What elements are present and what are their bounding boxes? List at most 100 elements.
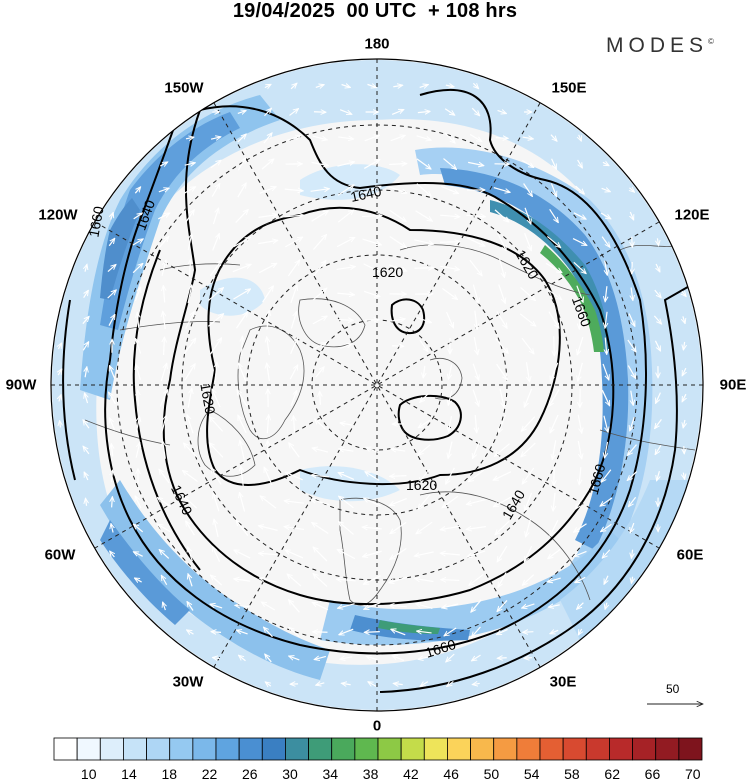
colorbar-swatch: [285, 737, 309, 761]
colorbar-label: 42: [403, 766, 419, 782]
wind-vector-arrow: [239, 492, 246, 512]
contour-label: 1660: [85, 205, 106, 239]
wind-vector-arrow: [466, 215, 485, 216]
wind-vector-arrow: [310, 189, 330, 192]
wind-vector-arrow: [522, 467, 535, 484]
wind-vector-arrow: [444, 627, 457, 636]
wind-vector-arrow: [605, 286, 607, 302]
wind-vector-arrow: [493, 187, 510, 193]
wind-vector-arrow: [312, 522, 329, 535]
wind-vector-arrow: [163, 311, 165, 329]
wind-vector-arrow: [390, 319, 405, 321]
wind-vector-arrow: [261, 159, 274, 170]
wind-vector-arrow: [391, 629, 406, 636]
wind-vector-arrow: [265, 682, 272, 686]
wind-vector-arrow: [157, 213, 170, 220]
wind-vector-arrow: [210, 575, 223, 586]
wind-vector-arrow: [313, 234, 326, 250]
wind-vector-arrow: [289, 600, 300, 613]
wind-vector-arrow: [549, 389, 560, 406]
colorbar-swatch: [493, 737, 518, 761]
wind-vector-arrow: [574, 523, 587, 532]
wind-vector-arrow: [187, 630, 194, 634]
wind-vector-arrow: [602, 162, 609, 165]
wind-vector-arrow: [493, 496, 512, 507]
wind-vector-arrow: [183, 496, 198, 509]
wind-vector-arrow: [442, 495, 459, 507]
wind-vector-arrow: [311, 211, 329, 222]
wind-vector-arrow: [313, 343, 327, 351]
wind-vector-arrow: [85, 367, 87, 378]
wind-vector-arrow: [60, 421, 61, 428]
wind-vector-arrow: [83, 290, 89, 299]
wind-vector-arrow: [414, 551, 434, 556]
wind-vector-arrow: [237, 158, 245, 171]
wind-vector-arrow: [683, 472, 684, 480]
colorbar-label: 46: [443, 766, 459, 782]
wind-vector-arrow: [553, 492, 555, 511]
wind-vector-arrow: [414, 268, 433, 269]
wind-vector-arrow: [416, 604, 433, 610]
wind-vector-arrow: [520, 286, 536, 300]
wind-vector-arrow: [159, 162, 167, 166]
wind-vector-arrow: [548, 311, 559, 329]
wind-vector-arrow: [469, 574, 484, 586]
wind-vector-arrow: [82, 316, 89, 325]
wind-vector-arrow: [496, 363, 508, 380]
colorbar-swatch: [470, 737, 495, 761]
wind-vector-arrow: [600, 497, 613, 506]
wind-vector-arrow: [439, 242, 460, 243]
wind-vector-arrow: [312, 135, 328, 140]
wind-vector-arrow: [631, 287, 633, 301]
wind-vector-arrow: [628, 313, 636, 327]
wind-vector-arrow: [631, 390, 633, 406]
wind-vector-arrow: [210, 160, 221, 169]
wind-vector-arrow: [242, 336, 243, 356]
wind-vector-arrow: [603, 415, 608, 432]
wind-vector-arrow: [134, 287, 140, 302]
contour-label: 1640: [349, 183, 383, 205]
colorbar-swatch: [447, 737, 471, 761]
colorbar-label: 22: [201, 766, 218, 782]
wind-vector-arrow: [85, 498, 86, 506]
wind-vector-arrow: [449, 416, 452, 432]
colorbar-label: 58: [564, 766, 580, 782]
wind-vector-arrow: [289, 627, 300, 638]
wind-vector-arrow: [416, 183, 431, 197]
wind-vector-arrow: [418, 494, 431, 510]
wind-vector-arrow: [494, 443, 510, 457]
wind-vector-arrow: [287, 136, 300, 141]
wind-vector-arrow: [572, 238, 587, 246]
wind-vector-arrow: [495, 520, 510, 535]
wind-vector-arrow: [211, 468, 222, 485]
wind-vector-arrow: [418, 419, 431, 428]
colorbar: [53, 737, 703, 761]
wind-vector-arrow: [137, 416, 140, 433]
wind-vector-arrow: [578, 628, 581, 635]
wind-vector-arrow: [234, 549, 251, 559]
wind-vector-arrow: [446, 467, 455, 484]
wind-vector-arrow: [183, 338, 196, 355]
wind-vector-arrow: [187, 601, 194, 611]
wind-vector-arrow: [111, 470, 112, 483]
wind-vector-arrow: [525, 362, 529, 382]
wind-vector-arrow: [632, 236, 633, 247]
wind-vector-arrow: [364, 320, 379, 321]
wind-vector-arrow: [161, 260, 166, 276]
wind-vector-arrow: [312, 316, 327, 325]
wind-vector-arrow: [467, 550, 486, 557]
wind-vector-arrow: [133, 551, 143, 557]
wind-vector-arrow: [163, 602, 166, 611]
lon-label-60w: 60W: [44, 546, 76, 564]
wind-vector-arrow: [630, 211, 633, 220]
wind-vector-arrow: [524, 233, 532, 250]
wind-vector-arrow: [522, 603, 535, 608]
wind-vector-arrow: [494, 209, 509, 222]
colorbar-swatch: [146, 737, 171, 761]
wind-vector-arrow: [212, 233, 220, 251]
wind-vector-arrow: [472, 626, 481, 637]
wind-vector-arrow: [284, 527, 304, 530]
vector-scale-value: 50: [666, 682, 680, 696]
wind-vector-arrow: [605, 337, 607, 355]
wind-vector-arrow: [182, 470, 198, 482]
